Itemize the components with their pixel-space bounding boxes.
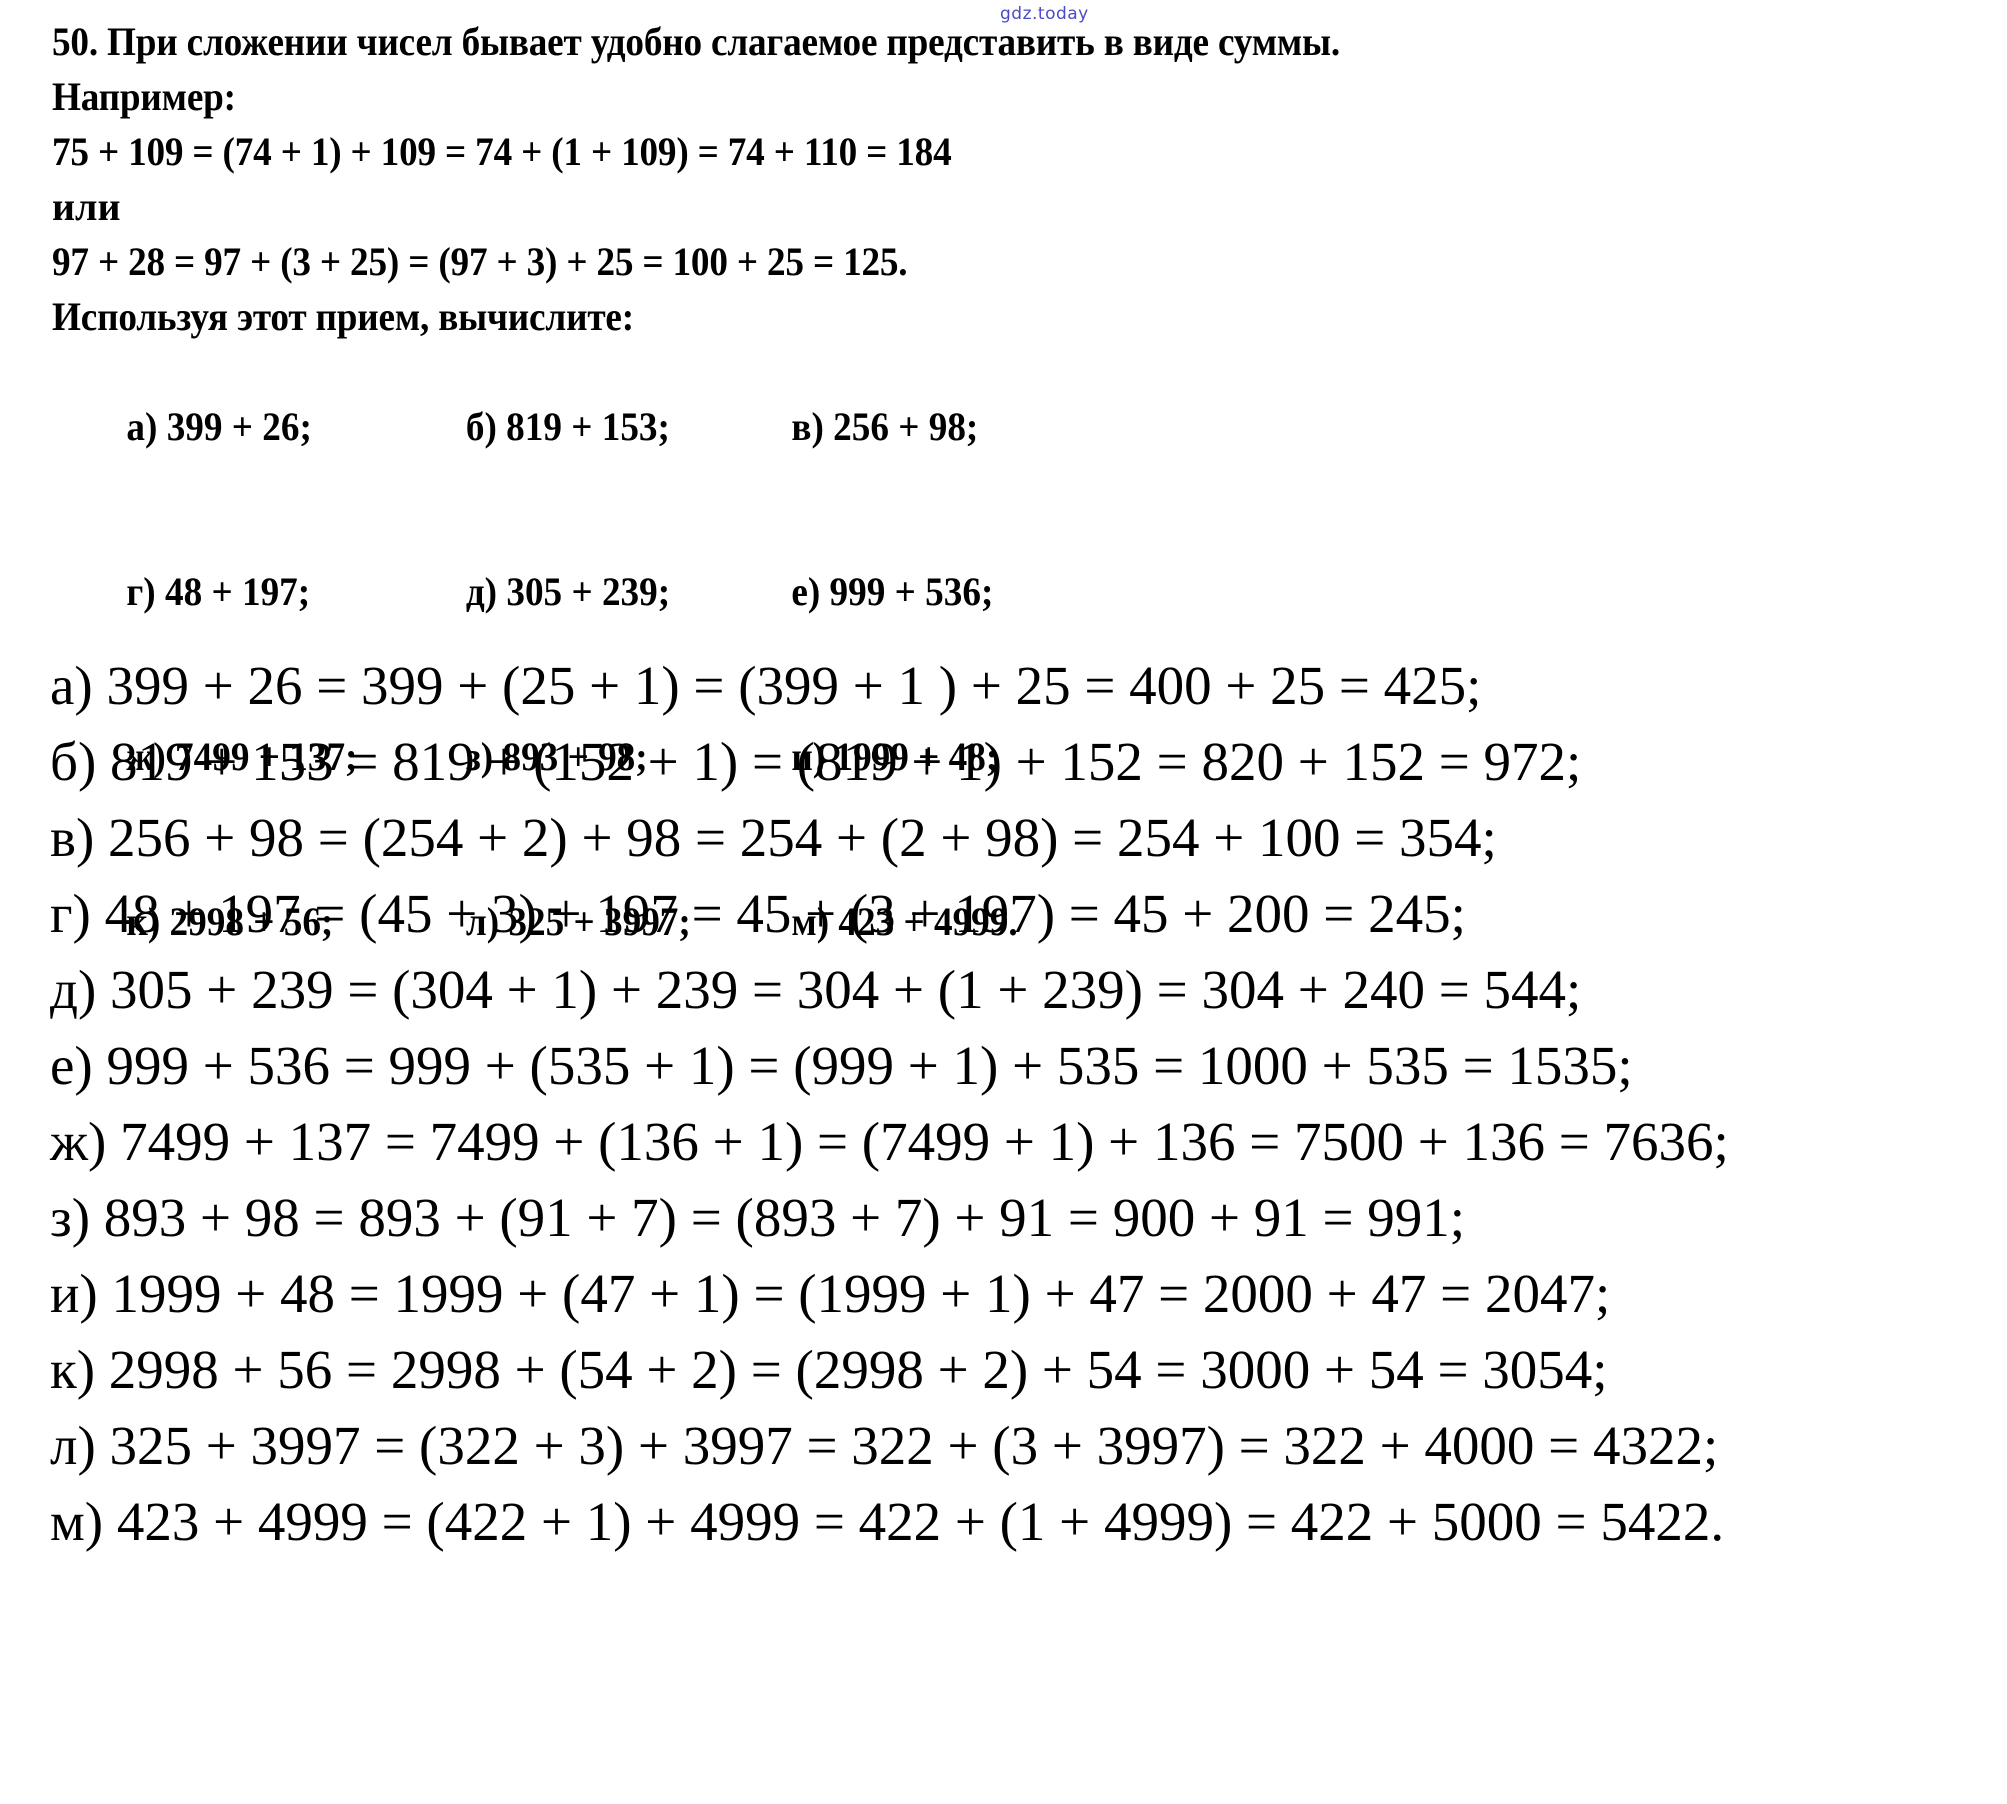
task-row: а) 399 + 26; б) 819 + 153; в) 256 + 98;	[52, 344, 1819, 509]
solution-item-e: е) 999 + 536 = 999 + (535 + 1) = (999 + …	[50, 1035, 1633, 1096]
problem-statement: 50. При сложении чисел бывает удобно сла…	[52, 14, 1952, 1004]
statement-line-2: Например:	[52, 74, 236, 119]
solution-item-g: г) 48 + 197 = (45 + 3) + 197 = 45 + (3 +…	[50, 883, 1466, 944]
statement-line-1: 50. При сложении чисел бывает удобно сла…	[52, 19, 1341, 64]
task-item-l: л) 325 + 3997;	[465, 899, 691, 944]
statement-example-1: 75 + 109 = (74 + 1) + 109 = 74 + (1 + 10…	[52, 129, 952, 174]
task-item-d: д) 305 + 239;	[465, 569, 671, 614]
solution-item-b: б) 819 + 153 = 819 + (152 + 1) = (819 + …	[50, 731, 1582, 792]
task-item-k: к) 2998 + 56;	[126, 899, 334, 944]
task-list: а) 399 + 26; б) 819 + 153; в) 256 + 98; г)…	[52, 344, 1952, 1004]
statement-example-2: 97 + 28 = 97 + (3 + 25) = (97 + 3) + 25 …	[52, 239, 908, 284]
solution-item-a: а) 399 + 26 = 399 + (25 + 1) = (399 + 1 …	[50, 655, 1482, 716]
task-item-g: г) 48 + 197;	[126, 569, 311, 614]
solution-item-z: з) 893 + 98 = 893 + (91 + 7) = (893 + 7)…	[50, 1187, 1466, 1248]
solution-item-k: к) 2998 + 56 = 2998 + (54 + 2) = (2998 +…	[50, 1339, 1608, 1400]
task-item-zh: ж) 7499 + 137;	[126, 734, 358, 779]
task-row: ж) 7499 + 137; з) 893 + 98; и) 1999 + 48;	[52, 674, 1819, 839]
task-item-a: а) 399 + 26;	[126, 404, 312, 449]
solution-item-i: и) 1999 + 48 = 1999 + (47 + 1) = (1999 +…	[50, 1263, 1611, 1324]
task-item-m: м) 423 + 4999.	[791, 899, 1018, 944]
task-item-v: в) 256 + 98;	[791, 404, 979, 449]
task-item-z: з) 893 + 98;	[465, 734, 648, 779]
solution-list: а) 399 + 26 = 399 + (25 + 1) = (399 + 1 …	[50, 648, 1980, 1560]
solution-item-v: в) 256 + 98 = (254 + 2) + 98 = 254 + (2 …	[50, 807, 1497, 868]
task-row: к) 2998 + 56; л) 325 + 3997; м) 423 + 4999…	[52, 839, 1819, 1004]
solution-item-d: д) 305 + 239 = (304 + 1) + 239 = 304 + (…	[50, 959, 1582, 1020]
task-item-b: б) 819 + 153;	[465, 404, 670, 449]
solution-item-m: м) 423 + 4999 = (422 + 1) + 4999 = 422 +…	[50, 1491, 1725, 1552]
task-item-e: е) 999 + 536;	[791, 569, 994, 614]
solution-item-l: л) 325 + 3997 = (322 + 3) + 3997 = 322 +…	[50, 1415, 1719, 1476]
statement-or-word: или	[52, 184, 121, 229]
statement-instruction: Используя этот прием, вычислите:	[52, 294, 634, 339]
solution-item-zh: ж) 7499 + 137 = 7499 + (136 + 1) = (7499…	[50, 1111, 1729, 1172]
task-row: г) 48 + 197; д) 305 + 239; е) 999 + 536;	[52, 509, 1819, 674]
task-item-i: и) 1999 + 48;	[791, 734, 999, 779]
